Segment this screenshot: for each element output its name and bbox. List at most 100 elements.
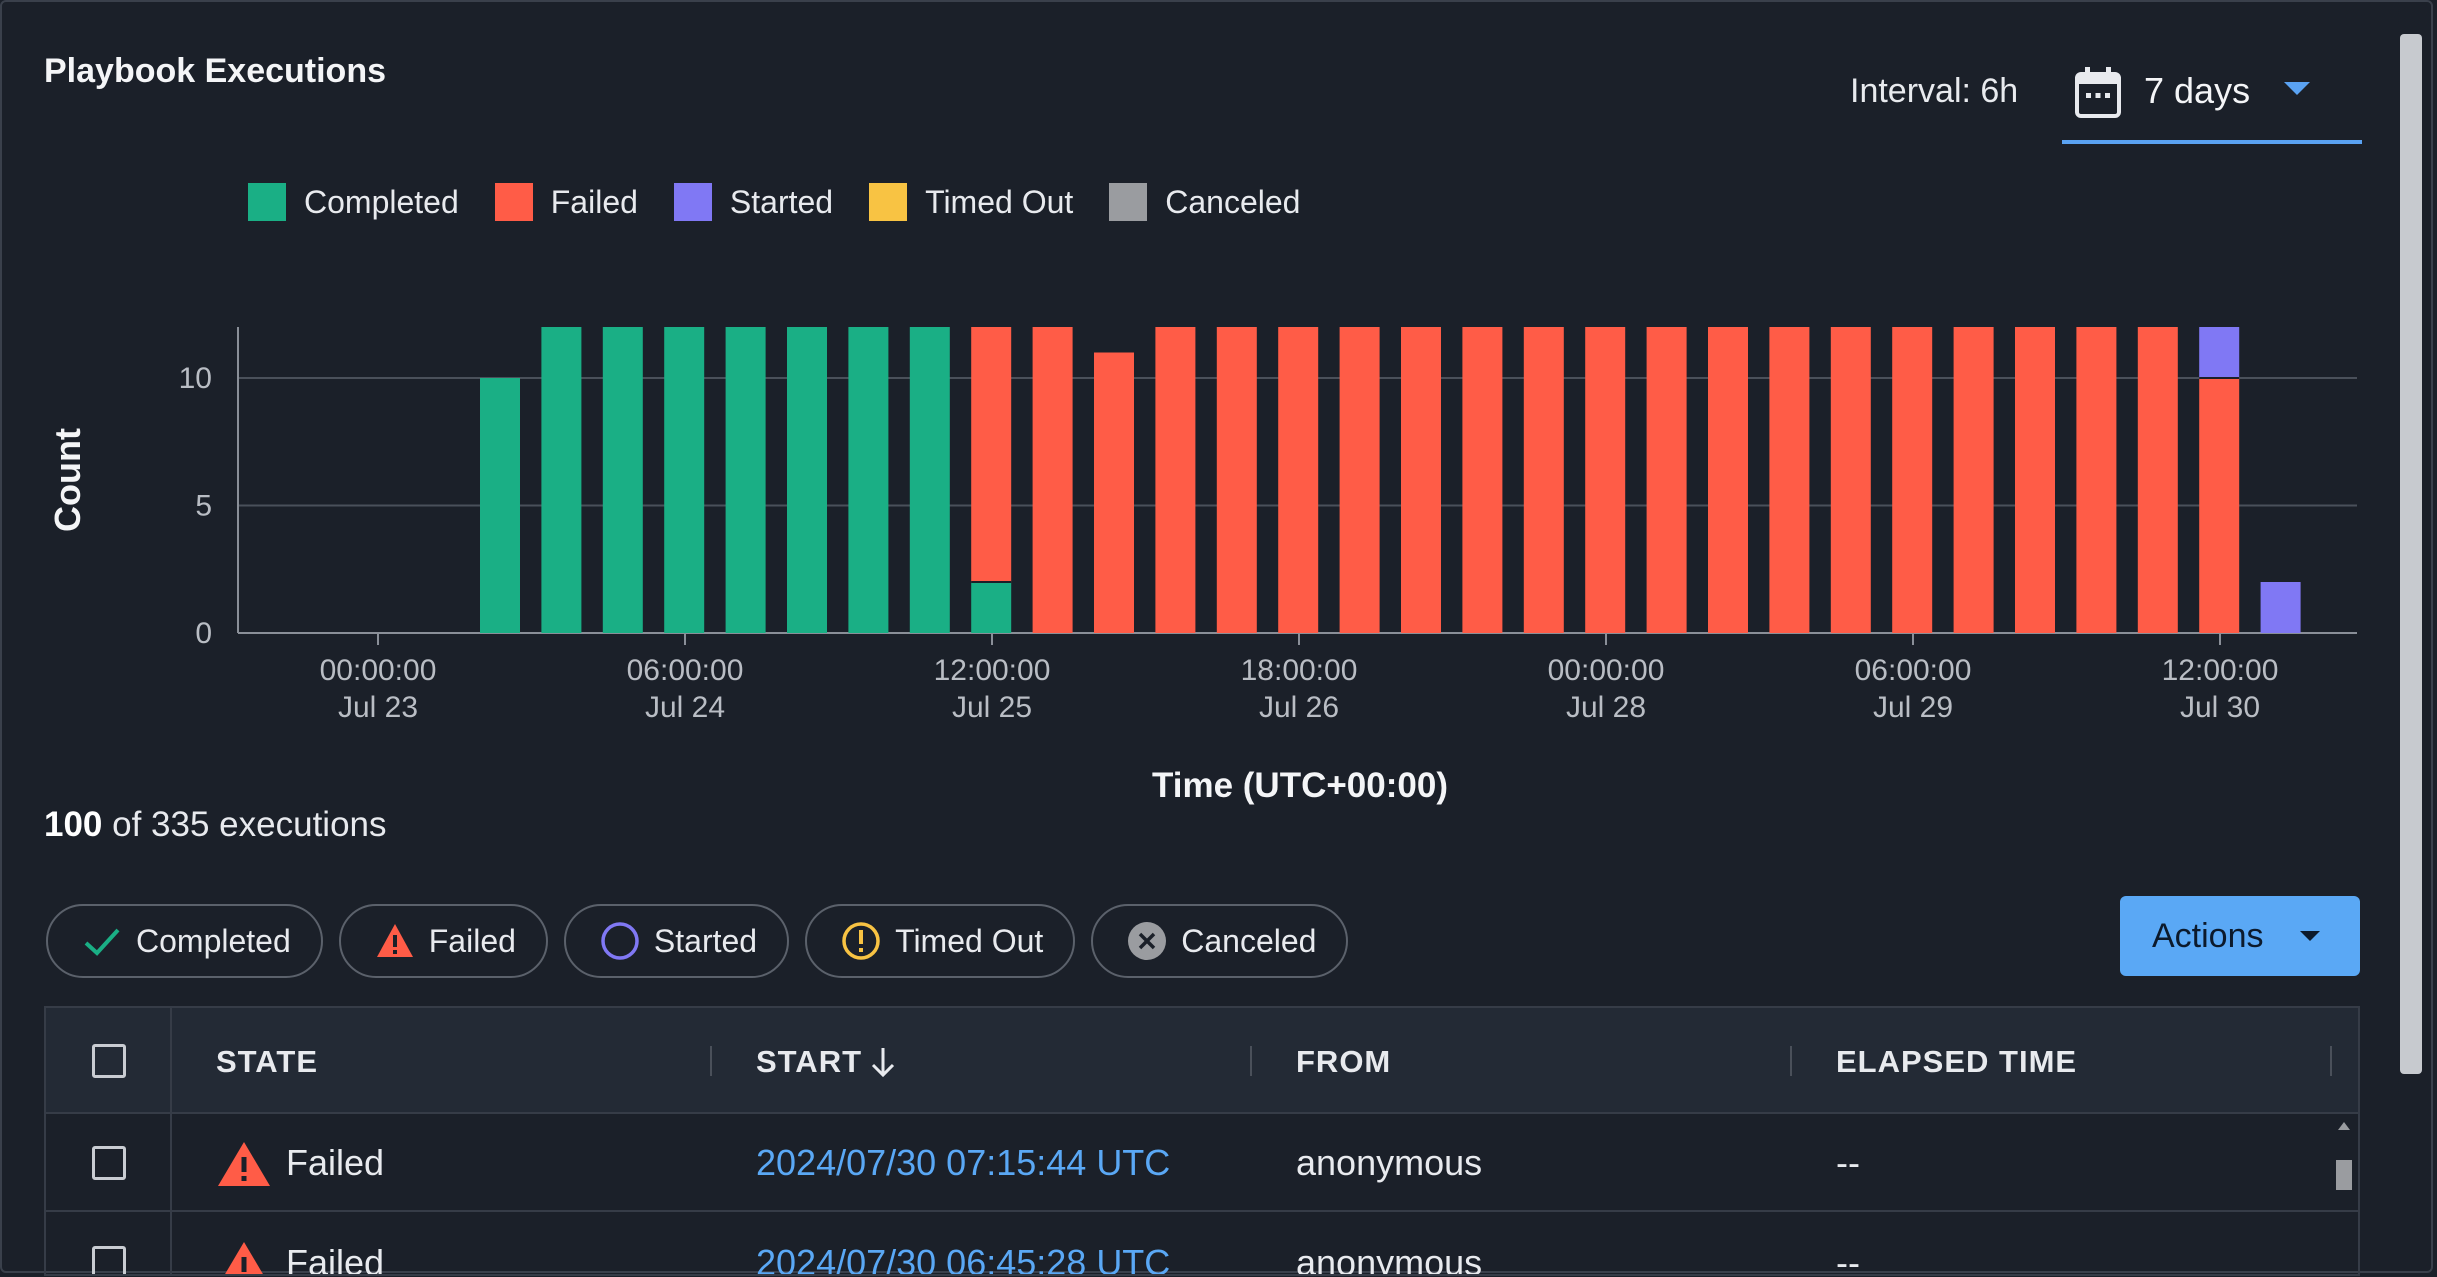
row-state: Failed [286,1242,385,1276]
column-divider[interactable] [710,1046,712,1076]
legend-item-completed[interactable]: Completed [248,183,459,221]
bar-failed [1032,327,1073,633]
table-header: STATE START FROM ELAPSED TIME [46,1008,2358,1114]
y-tick-label: 10 [179,362,212,395]
bar-failed [1892,327,1933,633]
row-start-link[interactable]: 2024/07/30 06:45:28 UTC [756,1242,1171,1276]
bar-completed [848,327,889,633]
row-checkbox[interactable] [92,1246,126,1274]
executions-table: STATE START FROM ELAPSED TIME Failed 202… [44,1006,2360,1276]
x-tick-label: Jul 23 [338,691,418,724]
x-tick-label: Jul 26 [1259,691,1339,724]
chart-legend: Completed Failed Started Timed Out Cance… [248,180,1336,224]
filter-failed[interactable]: Failed [338,904,548,978]
bar-failed [1216,327,1257,633]
filter-started[interactable]: Started [563,904,790,978]
bar-failed [2137,327,2178,633]
column-start[interactable]: START [756,1044,863,1079]
x-tick-label: 00:00:00 [1548,654,1665,687]
filter-timed-out[interactable]: Timed Out [805,904,1076,978]
bar-failed [1401,327,1441,633]
legend-label: Canceled [1165,183,1301,220]
bar-completed [787,327,827,633]
bar-failed [971,327,1012,582]
bar-failed [1708,327,1748,633]
table-row[interactable]: Failed 2024/07/30 06:45:28 UTC anonymous… [46,1212,2358,1276]
table-scrollbar[interactable] [2332,1120,2356,1276]
row-elapsed: -- [1836,1242,1860,1276]
execution-count: 100 of 335 executions [44,805,387,845]
bar-started [2199,327,2240,378]
x-tick-label: 00:00:00 [320,654,437,687]
legend-label: Failed [550,183,638,220]
state-filters: Completed Failed Started Timed Out Cance… [46,904,1364,978]
legend-swatch [869,183,908,221]
table-row[interactable]: Failed 2024/07/30 07:15:44 UTC anonymous… [46,1112,2358,1212]
x-tick-label: Jul 28 [1566,691,1646,724]
legend-swatch [1109,183,1148,221]
select-all-checkbox[interactable] [92,1044,126,1078]
legend-swatch [494,183,533,221]
bar-failed [1646,327,1687,633]
legend-item-started[interactable]: Started [673,183,834,221]
x-axis-title: Time (UTC+00:00) [1152,766,1448,805]
chevron-down-icon [2284,82,2310,95]
filter-label: Timed Out [895,922,1044,959]
warning-icon [376,924,413,957]
filter-label: Completed [136,922,291,959]
row-state: Failed [286,1142,385,1183]
bar-failed [1769,327,1810,633]
actions-button[interactable]: Actions [2120,896,2360,976]
column-elapsed-time[interactable]: ELAPSED TIME [1836,1044,2078,1079]
row-start-link[interactable]: 2024/07/30 07:15:44 UTC [756,1142,1171,1183]
legend-item-failed[interactable]: Failed [494,183,638,221]
column-from[interactable]: FROM [1296,1044,1392,1079]
page-scrollbar[interactable] [2400,34,2422,1074]
row-elapsed: -- [1836,1142,1860,1183]
bar-failed [2015,327,2055,633]
check-icon [84,928,120,956]
x-tick-label: 06:00:00 [1855,654,1972,687]
bar-failed [2076,327,2117,633]
filter-completed[interactable]: Completed [46,904,323,978]
row-checkbox[interactable] [92,1146,126,1180]
x-tick-label: 18:00:00 [1241,654,1358,687]
bar-started [2260,582,2301,633]
shown-count: 100 [44,805,103,844]
x-tick-label: 06:00:00 [627,654,744,687]
column-divider[interactable] [1250,1046,1252,1076]
bar-failed [1094,352,1134,633]
bar-completed [725,327,766,633]
warning-icon [225,1242,263,1274]
actions-label: Actions [2152,916,2264,955]
sort-arrow-down-icon[interactable] [868,1044,898,1080]
legend-label: Started [729,183,834,220]
bar-failed [1830,327,1871,633]
y-tick-label: 5 [195,490,212,523]
bar-completed [664,327,705,633]
x-tick-label: Jul 30 [2180,691,2260,724]
bar-failed [1339,327,1380,633]
legend-label: Completed [304,183,459,220]
legend-item-canceled[interactable]: Canceled [1109,183,1300,221]
exclamation-circle-icon [842,922,880,960]
row-from: anonymous [1296,1142,1483,1183]
x-tick-label: Jul 24 [645,691,725,724]
legend-item-timed-out[interactable]: Timed Out [869,183,1073,221]
x-tick-label: Jul 29 [1873,691,1953,724]
time-range-select[interactable]: 7 days [2062,56,2362,144]
column-divider[interactable] [1790,1046,1792,1076]
bar-failed [1278,327,1319,633]
column-divider[interactable] [2330,1046,2332,1076]
bar-failed [1523,327,1564,633]
column-state[interactable]: STATE [216,1044,319,1079]
time-range-value: 7 days [2144,70,2251,111]
y-axis-title: Count [47,428,88,532]
row-from: anonymous [1296,1242,1483,1276]
bar-failed [1462,327,1503,633]
filter-canceled[interactable]: Canceled [1091,904,1349,978]
page-title: Playbook Executions [44,52,386,90]
warning-icon [218,1142,270,1186]
filter-label: Canceled [1181,922,1317,959]
